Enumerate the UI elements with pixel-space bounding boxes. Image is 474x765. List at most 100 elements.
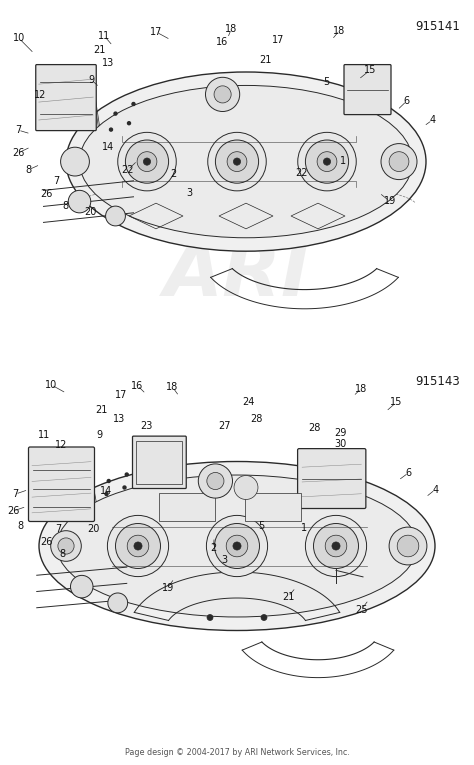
Circle shape xyxy=(198,464,233,498)
Text: Page design © 2004-2017 by ARI Network Services, Inc.: Page design © 2004-2017 by ARI Network S… xyxy=(125,748,349,757)
Text: 5: 5 xyxy=(323,76,329,87)
Circle shape xyxy=(325,536,347,557)
Text: 16: 16 xyxy=(131,380,144,391)
Text: 16: 16 xyxy=(216,37,228,47)
Text: 13: 13 xyxy=(113,414,126,425)
Circle shape xyxy=(233,158,241,165)
Text: 18: 18 xyxy=(355,383,367,394)
Text: 20: 20 xyxy=(88,524,100,535)
FancyBboxPatch shape xyxy=(159,493,216,521)
Text: 12: 12 xyxy=(55,440,67,451)
Circle shape xyxy=(332,542,340,550)
Circle shape xyxy=(261,614,267,620)
Text: 7: 7 xyxy=(53,175,59,186)
Text: 7: 7 xyxy=(15,125,21,135)
Text: 23: 23 xyxy=(140,421,152,431)
Text: 4: 4 xyxy=(429,115,435,125)
Text: 22: 22 xyxy=(295,168,308,178)
Text: 8: 8 xyxy=(60,549,65,559)
Text: 25: 25 xyxy=(355,604,367,615)
Circle shape xyxy=(109,128,112,131)
Text: 3: 3 xyxy=(222,555,228,565)
Circle shape xyxy=(106,206,126,226)
FancyBboxPatch shape xyxy=(36,64,96,131)
Text: 7: 7 xyxy=(12,489,18,500)
FancyBboxPatch shape xyxy=(133,436,186,489)
FancyBboxPatch shape xyxy=(28,447,94,522)
Text: 1: 1 xyxy=(340,155,346,166)
Text: 2: 2 xyxy=(170,169,177,180)
Circle shape xyxy=(105,493,108,496)
Text: 19: 19 xyxy=(383,196,396,207)
Circle shape xyxy=(114,112,117,115)
Circle shape xyxy=(317,151,337,171)
Circle shape xyxy=(116,523,161,568)
Circle shape xyxy=(68,190,91,213)
Text: 3: 3 xyxy=(187,187,192,198)
Text: 10: 10 xyxy=(45,379,57,390)
Text: 14: 14 xyxy=(102,142,114,152)
Text: 30: 30 xyxy=(334,439,346,450)
Circle shape xyxy=(61,147,90,176)
Ellipse shape xyxy=(80,86,412,238)
Text: 11: 11 xyxy=(37,429,50,440)
Text: ARI: ARI xyxy=(164,238,310,312)
Circle shape xyxy=(134,542,142,550)
Circle shape xyxy=(389,527,427,565)
Text: 17: 17 xyxy=(115,389,128,400)
Text: 21: 21 xyxy=(95,405,108,415)
Text: 18: 18 xyxy=(225,24,237,34)
Text: 1: 1 xyxy=(301,522,307,533)
Circle shape xyxy=(144,158,151,165)
Text: 28: 28 xyxy=(250,414,262,425)
Text: 10: 10 xyxy=(13,33,25,44)
Text: 24: 24 xyxy=(242,397,255,408)
Text: 26: 26 xyxy=(40,188,53,199)
Circle shape xyxy=(107,480,110,483)
Text: 915141: 915141 xyxy=(415,20,460,33)
Circle shape xyxy=(207,614,213,620)
Circle shape xyxy=(215,140,259,183)
Text: 915143: 915143 xyxy=(415,375,460,388)
FancyBboxPatch shape xyxy=(298,448,366,509)
Text: 29: 29 xyxy=(334,428,346,438)
Circle shape xyxy=(298,132,356,190)
Circle shape xyxy=(234,476,258,500)
Circle shape xyxy=(51,531,82,562)
Circle shape xyxy=(208,132,266,190)
Circle shape xyxy=(108,516,169,577)
Text: 8: 8 xyxy=(18,521,24,532)
Circle shape xyxy=(214,86,231,103)
Text: 17: 17 xyxy=(272,34,284,45)
Ellipse shape xyxy=(66,72,426,251)
Circle shape xyxy=(206,77,240,112)
Circle shape xyxy=(381,144,417,180)
Ellipse shape xyxy=(57,475,417,617)
Text: 20: 20 xyxy=(84,207,96,217)
Circle shape xyxy=(227,151,247,171)
Text: 26: 26 xyxy=(7,506,19,516)
Text: 6: 6 xyxy=(406,467,411,478)
Text: 8: 8 xyxy=(26,164,31,175)
Circle shape xyxy=(215,523,259,568)
Circle shape xyxy=(323,158,330,165)
Circle shape xyxy=(305,516,366,577)
Text: 15: 15 xyxy=(390,397,402,408)
Text: 9: 9 xyxy=(88,74,94,85)
Text: 28: 28 xyxy=(309,423,321,434)
Circle shape xyxy=(397,536,419,557)
Circle shape xyxy=(137,151,157,171)
Circle shape xyxy=(207,473,224,490)
Circle shape xyxy=(233,542,241,550)
Circle shape xyxy=(226,536,248,557)
Text: 7: 7 xyxy=(55,524,61,535)
Text: 18: 18 xyxy=(333,25,346,36)
Text: 6: 6 xyxy=(404,96,410,106)
Circle shape xyxy=(389,151,409,171)
Circle shape xyxy=(118,132,176,190)
Text: 14: 14 xyxy=(100,486,112,496)
Circle shape xyxy=(123,486,126,489)
Ellipse shape xyxy=(39,461,435,630)
Text: 8: 8 xyxy=(63,200,68,211)
Circle shape xyxy=(132,103,135,106)
